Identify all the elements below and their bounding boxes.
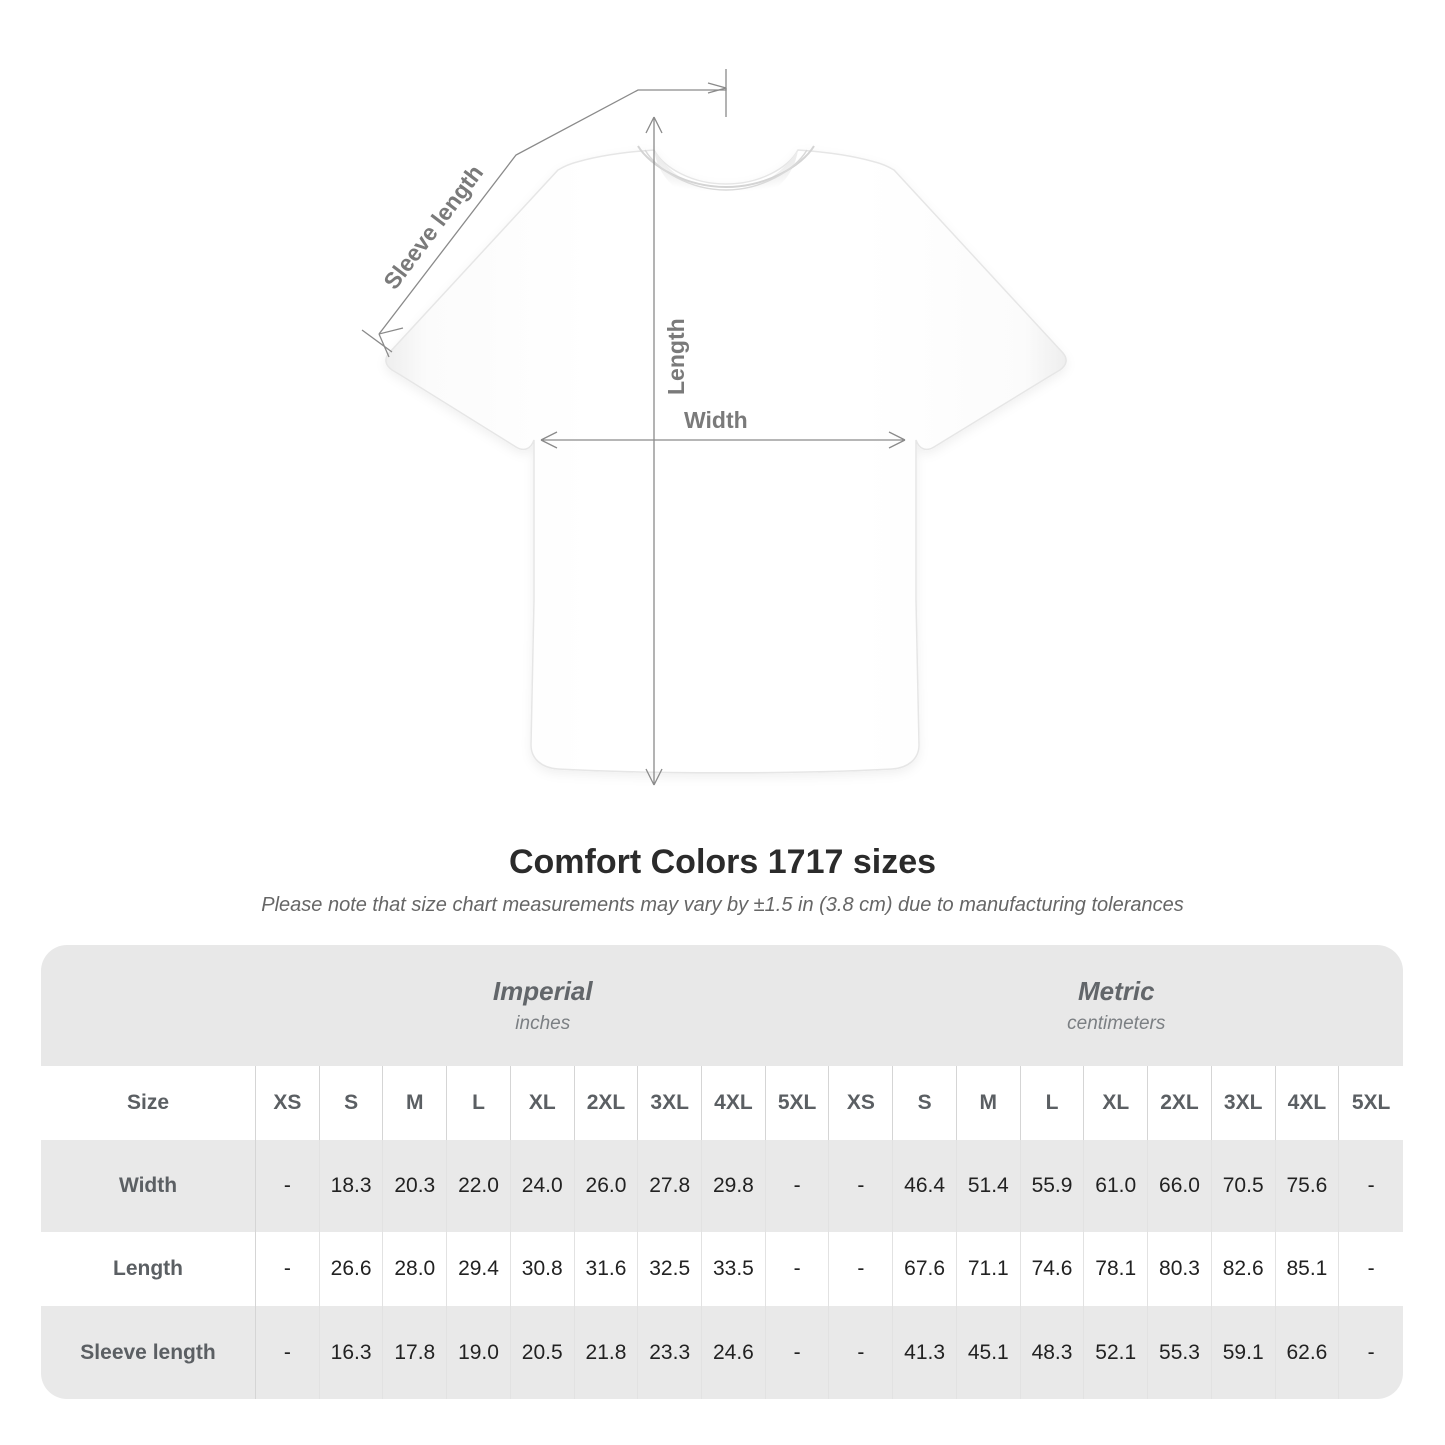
svg-text:Width: Width (684, 407, 748, 433)
svg-text:Length: Length (663, 318, 689, 395)
